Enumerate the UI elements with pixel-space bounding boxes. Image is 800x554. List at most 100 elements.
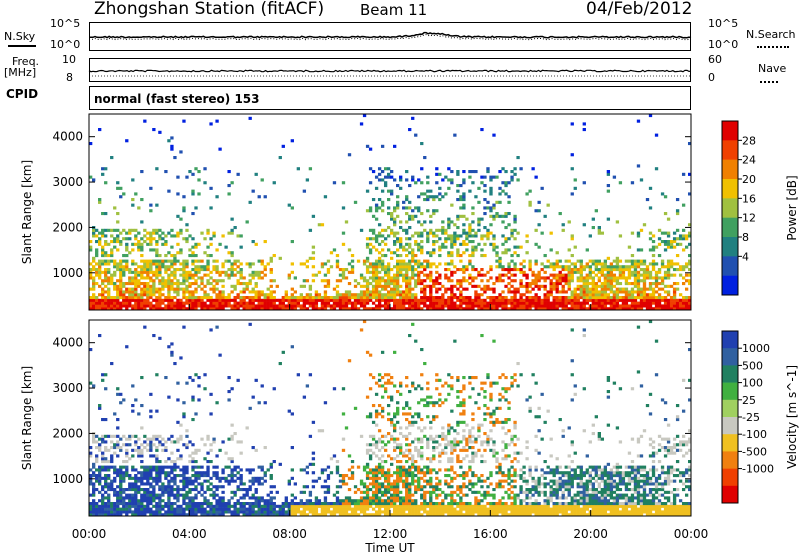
power-cell <box>483 234 487 238</box>
power-cell <box>474 234 478 238</box>
velocity-cell <box>155 373 159 377</box>
power-cell <box>393 217 397 221</box>
velocity-cell <box>386 404 391 408</box>
power-cell <box>627 290 632 294</box>
power-cell <box>191 245 195 249</box>
power-cell <box>627 259 632 263</box>
power-cell <box>98 198 102 202</box>
velocity-cell <box>390 420 394 424</box>
power-cell <box>221 279 225 283</box>
velocity-cell <box>224 479 228 483</box>
power-cell <box>498 296 502 300</box>
velocity-cell <box>251 476 255 480</box>
power-cell <box>371 198 376 202</box>
power-cell <box>95 298 99 302</box>
power-cell <box>218 279 222 283</box>
velocity-cell <box>128 507 132 511</box>
velocity-cell <box>104 460 108 464</box>
velocity-cell <box>302 507 307 511</box>
power-cell <box>636 293 641 297</box>
power-cell <box>173 307 177 311</box>
power-cell <box>447 268 451 272</box>
power-cell <box>573 304 577 308</box>
velocity-cell <box>221 502 225 506</box>
velocity-cell <box>239 451 243 455</box>
power-cell <box>335 290 340 294</box>
power-cell <box>522 298 526 302</box>
power-cell <box>125 296 129 300</box>
power-cell <box>666 270 671 274</box>
power-cell <box>429 251 433 255</box>
power-cell <box>380 144 385 148</box>
power-cell <box>663 290 668 294</box>
velocity-cell <box>290 446 294 450</box>
power-cell <box>287 276 291 280</box>
power-cell <box>365 293 370 297</box>
velocity-cell <box>356 507 361 511</box>
velocity-cell <box>429 496 433 500</box>
velocity-cell <box>408 496 412 500</box>
velocity-cell <box>329 502 334 506</box>
power-cell <box>627 276 632 280</box>
velocity-cell <box>182 471 186 475</box>
velocity-cell <box>206 485 210 489</box>
velocity-cell <box>411 474 415 478</box>
power-cell <box>146 265 150 269</box>
velocity-cell <box>335 496 340 500</box>
power-cell <box>651 268 656 272</box>
velocity-cell <box>278 462 282 466</box>
power-cell <box>365 298 370 302</box>
velocity-cell <box>137 513 141 517</box>
velocity-cell <box>248 471 252 475</box>
power-cell <box>489 301 493 305</box>
power-cell <box>113 265 117 269</box>
power-cell <box>447 251 451 255</box>
velocity-cell <box>296 510 300 514</box>
power-cell <box>374 203 379 207</box>
power-cell <box>405 265 409 269</box>
velocity-cell <box>263 471 267 475</box>
velocity-cell <box>119 490 123 494</box>
power-cell <box>678 301 683 305</box>
velocity-cell <box>386 499 391 503</box>
power-cell <box>591 298 595 302</box>
velocity-cell <box>212 493 216 497</box>
power-cell <box>681 304 686 308</box>
velocity-cell <box>257 507 261 511</box>
power-cell <box>140 287 144 291</box>
power-cell <box>657 304 662 308</box>
power-cell <box>116 228 120 232</box>
power-cell <box>203 273 207 277</box>
power-cell <box>107 290 111 294</box>
power-cell <box>474 231 478 235</box>
velocity-cell <box>380 395 385 399</box>
power-cell <box>642 290 647 294</box>
power-cell <box>612 301 617 305</box>
velocity-cell <box>230 471 234 475</box>
power-cell <box>600 290 605 294</box>
power-cell <box>585 262 589 266</box>
power-cell <box>675 242 680 246</box>
velocity-cell <box>248 502 252 506</box>
velocity-cell <box>257 479 261 483</box>
power-cell <box>537 298 541 302</box>
power-cell <box>176 279 180 283</box>
velocity-cell <box>167 457 171 461</box>
power-cell <box>552 262 556 266</box>
power-cell <box>642 293 647 297</box>
power-cell <box>305 296 310 300</box>
power-cell <box>471 228 475 232</box>
velocity-cell <box>287 502 291 506</box>
velocity-cell <box>155 513 159 517</box>
velocity-cell <box>426 513 430 517</box>
velocity-cell <box>182 415 186 419</box>
velocity-cell <box>119 493 123 497</box>
power-cell <box>450 240 454 244</box>
power-cell <box>447 304 451 308</box>
power-cell <box>510 259 514 263</box>
power-cell <box>122 290 126 294</box>
velocity-cell <box>299 499 304 503</box>
velocity-cell <box>374 496 379 500</box>
power-cell <box>341 276 346 280</box>
power-cell <box>468 276 472 280</box>
